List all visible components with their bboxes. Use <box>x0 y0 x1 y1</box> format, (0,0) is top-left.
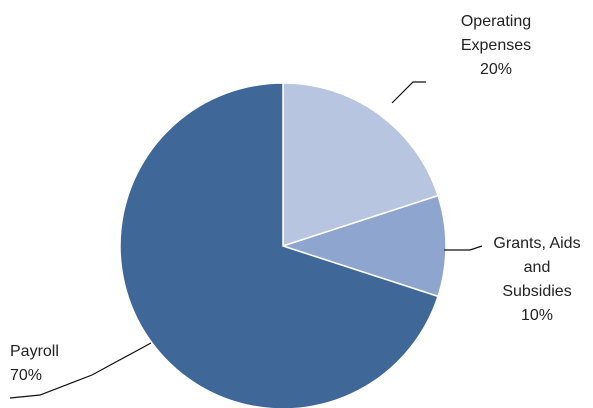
leader-line-grants-aids-and-subsidies <box>444 245 483 251</box>
labels-layer: Operating Expenses 20% Grants, Aids and Subsi… <box>10 13 581 384</box>
leader-lines-layer <box>9 81 483 399</box>
slice-label-line: Payroll <box>10 343 59 360</box>
slice-label-line: 70% <box>10 367 42 384</box>
pie-slice-grants-aids-and-subsidies <box>280 194 447 298</box>
leader-line-payroll <box>9 342 152 399</box>
slice-label-line: and <box>524 259 551 276</box>
slice-label-line: Subsidies <box>502 283 571 300</box>
slice-label-line: 20% <box>480 61 512 78</box>
slice-label-payroll: Payroll 70% <box>10 343 59 384</box>
slice-label-line: Grants, Aids <box>493 235 580 252</box>
slice-label-grants-aids-and-subsidies: Grants, Aids and Subsidies 10% <box>493 235 580 324</box>
slice-label-operating-expenses: Operating Expenses 20% <box>461 13 531 78</box>
slice-label-line: Expenses <box>461 37 531 54</box>
pie-slice-operating-expenses <box>282 82 439 248</box>
leader-line-operating-expenses <box>391 81 426 104</box>
slices-layer <box>119 82 447 408</box>
slice-label-line: 10% <box>521 307 553 324</box>
pie-slice-payroll <box>119 82 439 408</box>
slice-label-line: Operating <box>461 13 531 30</box>
